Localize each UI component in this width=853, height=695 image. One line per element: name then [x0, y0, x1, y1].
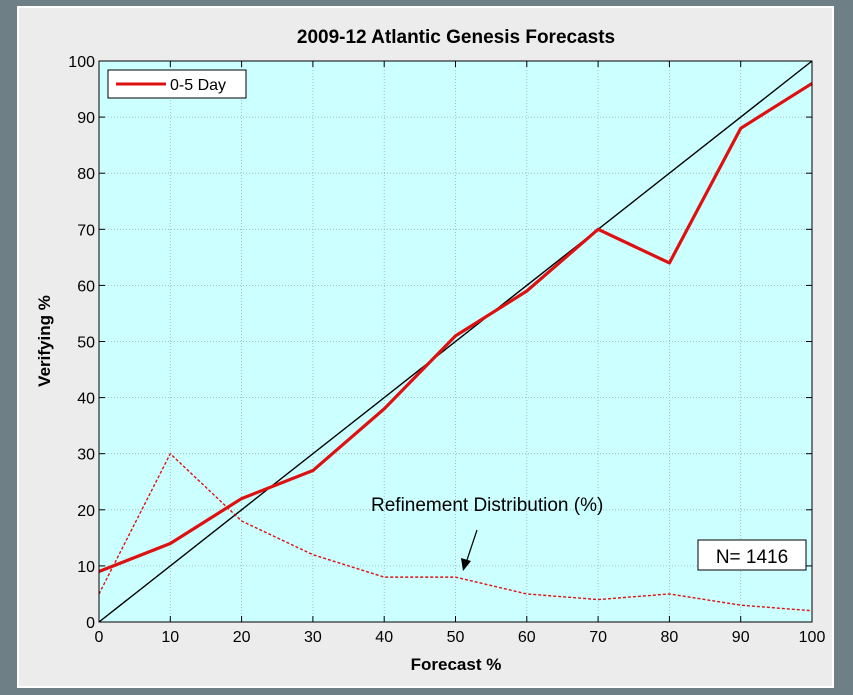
- y-axis-label: Verifying %: [35, 295, 54, 387]
- count-label: N= 1416: [716, 547, 788, 568]
- x-tick-label: 60: [518, 629, 536, 646]
- y-tick-label: 80: [77, 166, 95, 183]
- y-tick-label: 100: [68, 54, 95, 71]
- x-tick-label: 70: [589, 629, 607, 646]
- y-tick-label: 50: [77, 335, 95, 352]
- series-0-5-day-line: [98, 82, 813, 573]
- x-axis-label: Forecast %: [411, 655, 502, 674]
- x-tick-label: 0: [95, 629, 104, 646]
- legend: 0-5 Day: [107, 69, 247, 99]
- refinement-distribution-line: [98, 453, 813, 612]
- x-tick-label: 30: [304, 629, 322, 646]
- ticks: 0 10 20 30 40 50 60 70 80 90 100 0 10 20 30 40 50 60 70 80 9…: [68, 54, 825, 646]
- count-box: N= 1416: [697, 539, 807, 571]
- series-layer: [98, 60, 813, 623]
- x-tick-label: 40: [375, 629, 393, 646]
- y-tick-label: 90: [77, 110, 95, 127]
- y-tick-label: 0: [86, 615, 95, 632]
- y-tick-label: 40: [77, 391, 95, 408]
- legend-label: 0-5 Day: [170, 77, 226, 94]
- annotation-arrow: [461, 529, 478, 571]
- y-tick-label: 30: [77, 447, 95, 464]
- y-tick-label: 70: [77, 222, 95, 239]
- x-tick-label: 20: [233, 629, 251, 646]
- chart-title: 2009-12 Atlantic Genesis Forecasts: [297, 27, 615, 48]
- x-tick-label: 50: [447, 629, 465, 646]
- y-tick-label: 60: [77, 278, 95, 295]
- refinement-annotation: Refinement Distribution (%): [371, 495, 603, 516]
- perfect-reliability-line: [98, 60, 813, 623]
- y-tick-label: 20: [77, 503, 95, 520]
- x-tick-label: 10: [161, 629, 179, 646]
- grid: [99, 61, 812, 622]
- y-tick-label: 10: [77, 559, 95, 576]
- x-tick-label: 80: [661, 629, 679, 646]
- x-tick-label: 100: [799, 629, 826, 646]
- x-tick-label: 90: [732, 629, 750, 646]
- count-box-frame: [697, 539, 807, 571]
